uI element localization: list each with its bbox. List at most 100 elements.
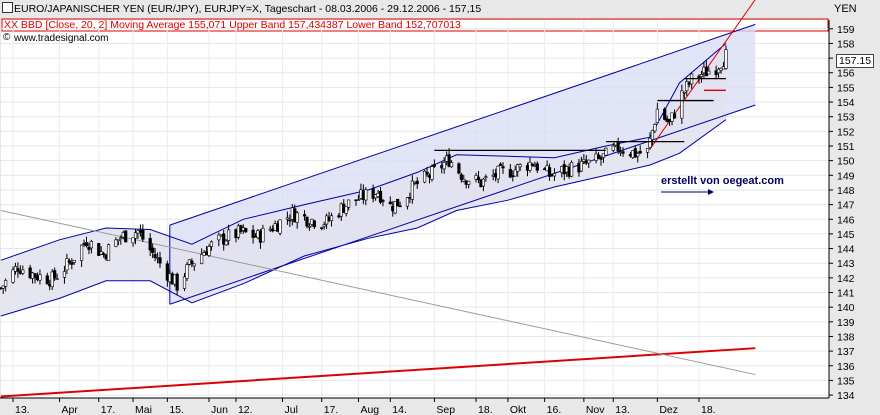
candle-body	[347, 199, 351, 208]
candle-body	[388, 201, 392, 205]
candle-body	[62, 271, 67, 278]
y-tick-label: 151	[837, 141, 855, 153]
candle-body	[295, 212, 299, 223]
candle-body	[72, 259, 76, 263]
candle-body	[579, 160, 583, 172]
y-tick-label: 154	[837, 97, 855, 109]
watermark-label: erstellt von oegeat.com	[661, 175, 784, 187]
candle-body	[165, 263, 169, 281]
candle-body	[16, 268, 20, 272]
candle-body	[244, 228, 248, 233]
candle-body	[457, 163, 461, 174]
watermark-arrow-head	[708, 189, 714, 195]
candle-body	[190, 260, 194, 265]
candle-body	[55, 278, 59, 280]
candle-body	[285, 217, 290, 220]
candle-body	[396, 198, 400, 207]
candle-body	[682, 91, 686, 94]
candle-body	[119, 237, 123, 239]
candle-body	[207, 246, 211, 256]
y-tick-label: 135	[837, 375, 855, 387]
candle-body	[329, 215, 334, 222]
y-tick-label: 146	[837, 214, 855, 226]
candle-body	[224, 240, 228, 246]
x-tick-label: 18.	[478, 404, 493, 415]
candle-body	[356, 199, 361, 201]
candle-body	[410, 180, 414, 200]
candle-body	[415, 180, 419, 185]
candle-body	[217, 234, 221, 241]
candle-body	[484, 176, 488, 178]
candle-body	[227, 229, 231, 241]
candle-body	[442, 162, 446, 170]
candle-body	[70, 262, 74, 265]
candle-body	[459, 174, 463, 180]
candle-body	[84, 242, 89, 247]
x-tick-label: 12.	[238, 404, 253, 415]
candle-body	[398, 205, 402, 208]
candle-body	[672, 113, 677, 119]
candle-body	[405, 197, 410, 207]
candle-body	[302, 214, 307, 217]
y-tick-label: 156	[837, 68, 855, 80]
candle-body	[133, 232, 138, 239]
candle-body	[11, 269, 15, 283]
candle-body	[106, 244, 111, 261]
candle-body	[131, 237, 135, 244]
candle-body	[141, 229, 145, 240]
indicator-frame	[1, 18, 829, 32]
candle-body	[158, 257, 162, 264]
candle-body	[251, 229, 255, 238]
y-tick-label: 158	[837, 38, 855, 50]
candle-body	[582, 159, 586, 162]
candle-body	[278, 219, 282, 234]
chart-menu-icon[interactable]	[2, 2, 13, 13]
y-tick-label: 145	[837, 229, 855, 241]
candle-body	[724, 49, 728, 69]
y-tick-label: 150	[837, 156, 855, 168]
source-label: www.tradesignal.com	[14, 33, 109, 44]
candle-body	[655, 108, 659, 123]
candle-body	[496, 165, 500, 180]
candle-body	[481, 178, 486, 187]
candle-body	[569, 162, 574, 177]
candle-body	[116, 239, 120, 242]
candle-body	[587, 159, 591, 164]
candle-body	[645, 148, 650, 153]
x-tick-label: Okt	[510, 404, 526, 415]
chart-title: EURO/JAPANISCHER YEN (EUR/JPY), EURJPY=X…	[14, 3, 482, 15]
candle-body	[4, 280, 8, 287]
candle-body	[50, 271, 54, 288]
y-tick-label: 152	[837, 126, 855, 138]
candle-body	[320, 227, 324, 229]
indicator-values: [Close, 20, 2] Moving Average 155,071 Up…	[45, 19, 461, 31]
candle-body	[633, 148, 637, 158]
y-tick-label: 134	[837, 390, 855, 402]
channel-upper-line	[169, 23, 756, 226]
candle-body	[599, 158, 603, 160]
candle-body	[261, 228, 265, 243]
candle-body	[516, 164, 520, 172]
trendline	[649, 0, 756, 150]
candle-body	[648, 138, 652, 148]
y-tick-label: 140	[837, 302, 855, 314]
candle-body	[611, 145, 615, 151]
candle-body	[685, 81, 689, 92]
last-price-label: 157.15	[836, 54, 875, 68]
candle-body	[182, 276, 187, 289]
y-tick-label: 143	[837, 258, 855, 270]
x-tick-label: 14.	[392, 404, 407, 415]
candle-body	[1, 285, 5, 289]
y-tick-label: 148	[837, 185, 855, 197]
candle-body	[192, 263, 196, 267]
candle-body	[707, 70, 711, 75]
candle-body	[719, 68, 723, 71]
candle-body	[432, 164, 437, 167]
candle-body	[663, 108, 667, 120]
candle-body	[513, 169, 517, 177]
candle-body	[65, 258, 69, 271]
candle-body	[528, 161, 532, 171]
candle-body	[601, 153, 606, 158]
x-tick-label: 17.	[324, 404, 339, 415]
candle-body	[99, 251, 103, 255]
